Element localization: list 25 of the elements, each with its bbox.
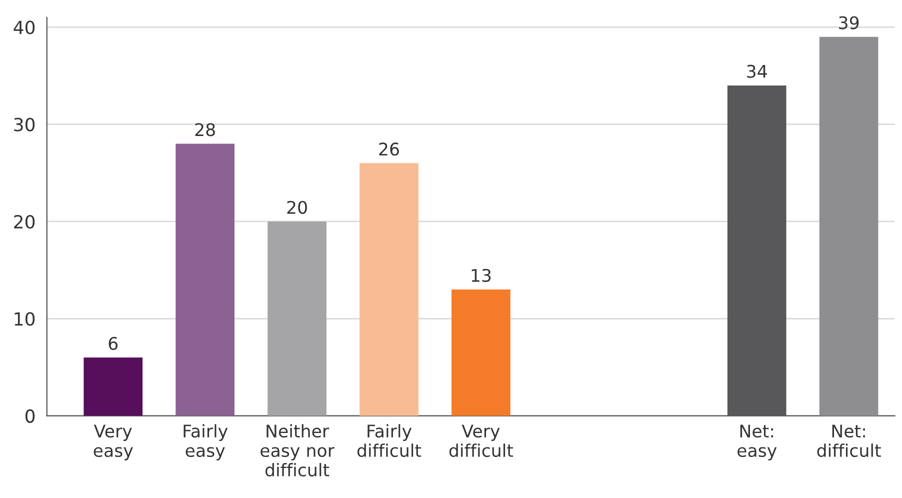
data-label: 26 [379,142,399,156]
data-label: 34 [747,64,767,78]
y-tick-label: 40 [14,20,35,34]
data-label: 39 [839,16,859,30]
bar [360,163,418,416]
x-tick-label: Very easy [94,424,133,460]
bar [176,144,235,416]
x-tick-label: Net: difficult [817,424,881,458]
data-label: 6 [108,336,118,350]
bar [452,290,510,416]
x-tick-label: Fairly difficult [357,424,422,458]
y-tick-label: 20 [14,214,35,229]
data-label: 28 [195,123,215,136]
data-label: 13 [472,268,491,282]
y-tick-label: 0 [25,409,35,423]
bar [84,358,143,416]
x-tick-label: Net: easy [737,424,777,460]
bar [268,221,326,416]
y-tick-label: 30 [14,118,35,132]
y-tick-label: 10 [14,312,35,326]
data-label: 20 [287,200,307,214]
x-tick-label: Neither easy nor difficult [260,424,334,476]
x-tick-label: Fairly easy [184,424,228,460]
bar [819,36,878,416]
x-tick-label: Very difficult [449,424,514,458]
